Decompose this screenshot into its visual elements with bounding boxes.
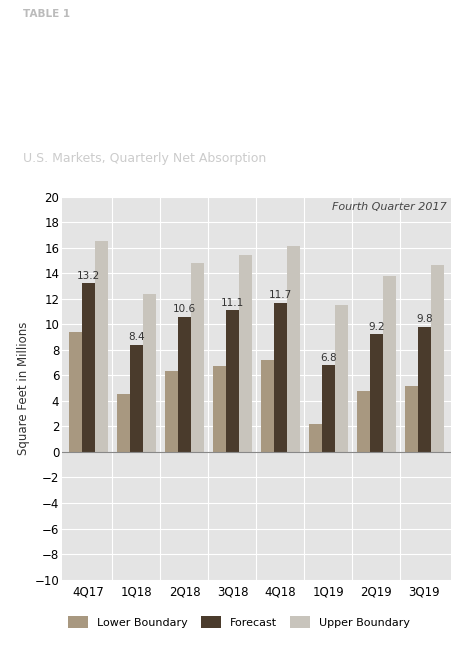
Bar (165, 371, 178, 452)
Bar (274, 303, 286, 452)
Text: 11.1: 11.1 (220, 297, 244, 308)
Text: 9.2: 9.2 (367, 322, 384, 332)
Bar (404, 386, 417, 452)
Bar (286, 246, 299, 452)
Bar (213, 365, 225, 452)
Bar (190, 263, 203, 452)
Bar (321, 365, 334, 452)
Text: 13.2: 13.2 (77, 271, 100, 281)
Text: 6.8: 6.8 (319, 352, 336, 363)
Bar (334, 305, 347, 452)
Bar (430, 265, 443, 452)
Text: 10.6: 10.6 (173, 304, 196, 314)
Text: 9.8: 9.8 (415, 314, 432, 324)
Bar (130, 345, 143, 452)
Text: The NAIOP Office Space Demand Forecast with
70% Confidence Intervals: The NAIOP Office Space Demand Forecast w… (23, 33, 459, 73)
Bar (369, 335, 382, 452)
Bar (238, 255, 252, 452)
Y-axis label: Square Feet in Millions: Square Feet in Millions (17, 322, 30, 455)
Bar (225, 310, 238, 452)
Bar (260, 360, 274, 452)
Text: 8.4: 8.4 (128, 332, 145, 342)
Bar (382, 276, 395, 452)
Bar (95, 241, 108, 452)
Bar (69, 332, 82, 452)
Bar (82, 284, 95, 452)
Bar (117, 394, 130, 452)
Bar (356, 390, 369, 452)
Text: U.S. Markets, Quarterly Net Absorption: U.S. Markets, Quarterly Net Absorption (23, 152, 266, 165)
Legend: Lower Boundary, Forecast, Upper Boundary: Lower Boundary, Forecast, Upper Boundary (67, 616, 409, 628)
Text: 11.7: 11.7 (268, 290, 291, 300)
Bar (417, 327, 430, 452)
Text: TABLE 1: TABLE 1 (23, 9, 70, 19)
Text: Fourth Quarter 2017: Fourth Quarter 2017 (331, 202, 446, 212)
Bar (143, 294, 156, 452)
Bar (308, 424, 321, 452)
Bar (178, 316, 190, 452)
